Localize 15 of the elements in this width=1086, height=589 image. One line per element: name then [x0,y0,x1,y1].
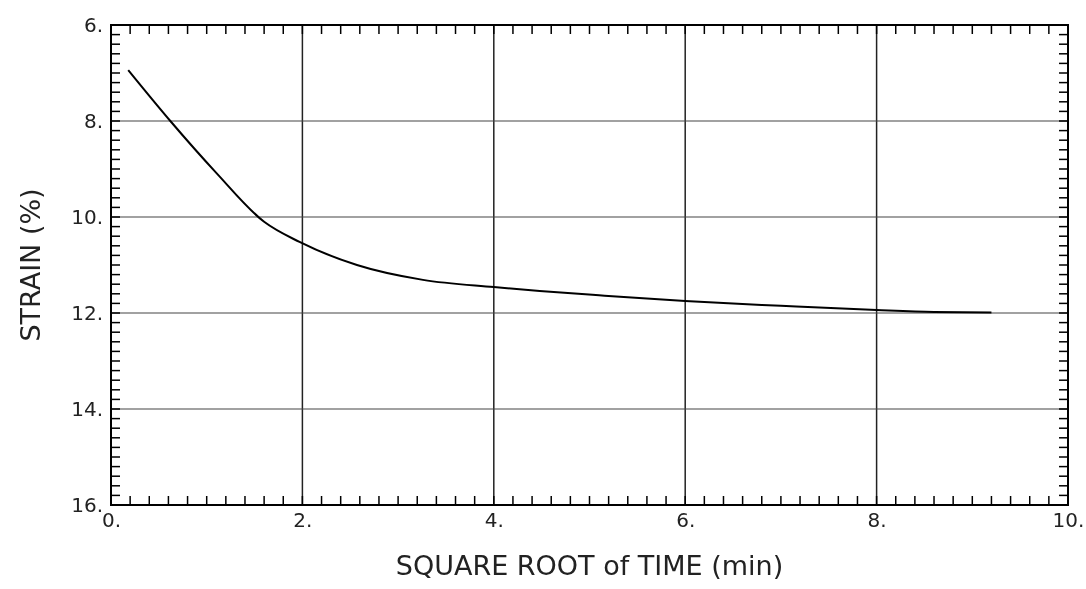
x-tick-label: 4. [484,508,504,533]
x-tick-label: 0. [101,508,122,533]
line-series [127,69,993,314]
x-tick-label: 6. [676,508,696,533]
x-tick-label: 8. [867,508,887,533]
x-tick-label: 2. [293,508,313,533]
y-tick-label: 12. [71,300,103,325]
x-axis-title: SQUARE ROOT of TIME (min) [395,550,784,581]
y-tick-label: 16. [71,492,103,517]
y-tick-label: 14. [71,396,103,421]
y-tick-label: 6. [83,12,103,37]
y-axis-title: STRAIN (%) [15,188,46,342]
y-tick-label: 8. [83,108,103,133]
x-tick-label: 10. [1052,508,1085,533]
y-tick-label: 10. [71,204,103,229]
